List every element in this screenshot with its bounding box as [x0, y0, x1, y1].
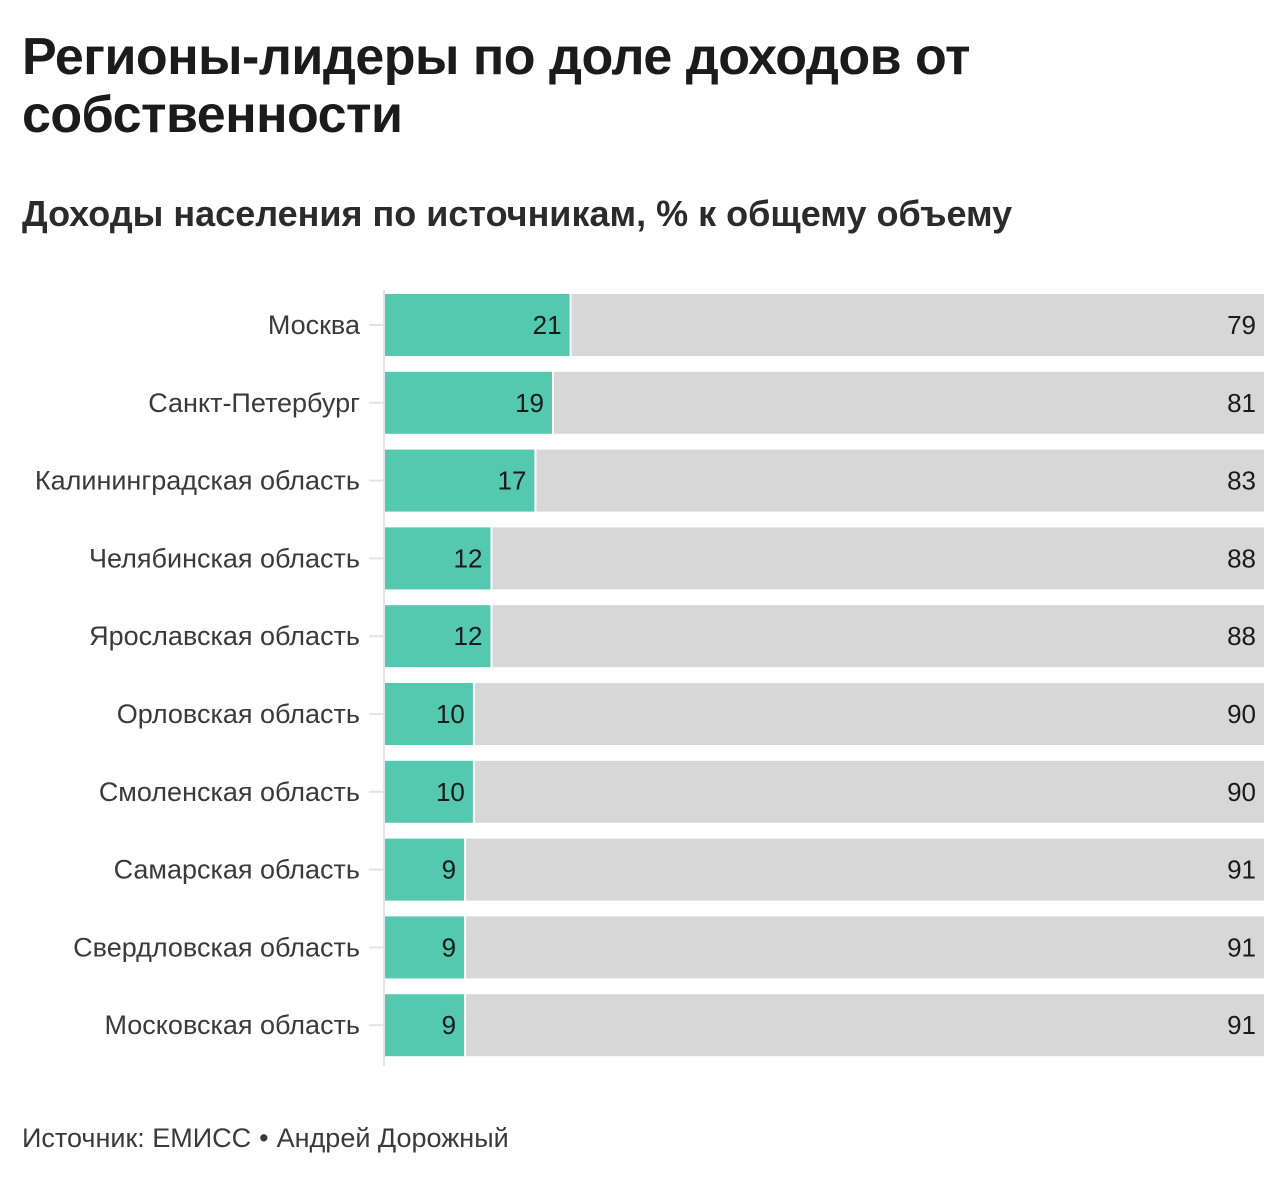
author-text: Андрей Дорожный — [276, 1123, 509, 1153]
data-label-other-income: 83 — [1227, 466, 1256, 496]
chart-title: Регионы-лидеры по доле доходов от собств… — [22, 28, 971, 144]
chart-subtitle: Доходы населения по источникам, % к обще… — [22, 193, 1013, 234]
data-label-other-income: 88 — [1227, 543, 1256, 573]
y-tick-label: Калининградская область — [35, 466, 360, 496]
y-tick-label: Свердловская область — [73, 932, 360, 962]
data-label-property-income: 21 — [533, 310, 562, 340]
bar-other-income — [554, 371, 1264, 434]
bar-property-income — [385, 838, 465, 901]
y-tick-label: Санкт-Петербург — [148, 388, 360, 418]
bar-other-income — [492, 605, 1265, 668]
bar-other-income — [474, 683, 1264, 745]
bar-other-income — [466, 838, 1264, 901]
y-tick-label: Челябинская область — [89, 543, 360, 573]
data-label-other-income: 81 — [1227, 388, 1256, 418]
y-tick-label: Смоленская область — [99, 777, 360, 807]
data-label-other-income: 90 — [1227, 699, 1256, 729]
source-text: Источник: ЕМИСС — [22, 1123, 252, 1153]
data-label-property-income: 10 — [436, 777, 465, 807]
bar-other-income — [492, 527, 1265, 590]
bar-property-income — [385, 294, 570, 356]
bar-property-income — [385, 371, 553, 434]
bar-property-income — [385, 527, 491, 590]
bar-other-income — [474, 760, 1264, 823]
source-line: Источник: ЕМИСС • Андрей Дорожный — [22, 1120, 509, 1156]
y-tick-label: Самарская область — [114, 855, 360, 885]
data-label-other-income: 91 — [1227, 932, 1256, 962]
y-tick-label: Ярославская область — [89, 621, 360, 651]
source-separator: • — [259, 1123, 269, 1153]
bar-property-income — [385, 760, 473, 823]
data-label-property-income: 17 — [498, 466, 527, 496]
data-label-other-income: 90 — [1227, 777, 1256, 807]
data-label-other-income: 91 — [1227, 1010, 1256, 1040]
stacked-bar-chart: Москва 21 79 Санкт-Петербург 19 81 Калининград… — [35, 290, 1265, 1067]
y-tick-label: Москва — [268, 310, 361, 340]
bar-property-income — [385, 916, 465, 979]
chart-area: Москва 21 79 Санкт-Петербург 19 81 Калининград… — [0, 280, 1280, 1080]
bar-property-income — [385, 994, 465, 1057]
bar-other-income — [466, 994, 1264, 1057]
data-label-other-income: 91 — [1227, 855, 1256, 885]
data-label-other-income: 79 — [1227, 310, 1256, 340]
data-label-property-income: 10 — [436, 699, 465, 729]
bar-property-income — [385, 683, 473, 745]
y-tick-label: Орловская область — [117, 699, 360, 729]
data-label-other-income: 88 — [1227, 621, 1256, 651]
data-label-property-income: 9 — [442, 932, 456, 962]
data-label-property-income: 9 — [442, 855, 456, 885]
data-label-property-income: 9 — [442, 1010, 456, 1040]
bar-other-income — [536, 449, 1264, 512]
data-label-property-income: 12 — [454, 621, 483, 651]
bar-other-income — [466, 916, 1264, 979]
data-label-property-income: 19 — [515, 388, 544, 418]
bar-other-income — [571, 294, 1264, 356]
data-label-property-income: 12 — [454, 543, 483, 573]
bar-property-income — [385, 449, 535, 512]
y-tick-label: Московская область — [105, 1010, 361, 1040]
bar-property-income — [385, 605, 491, 668]
